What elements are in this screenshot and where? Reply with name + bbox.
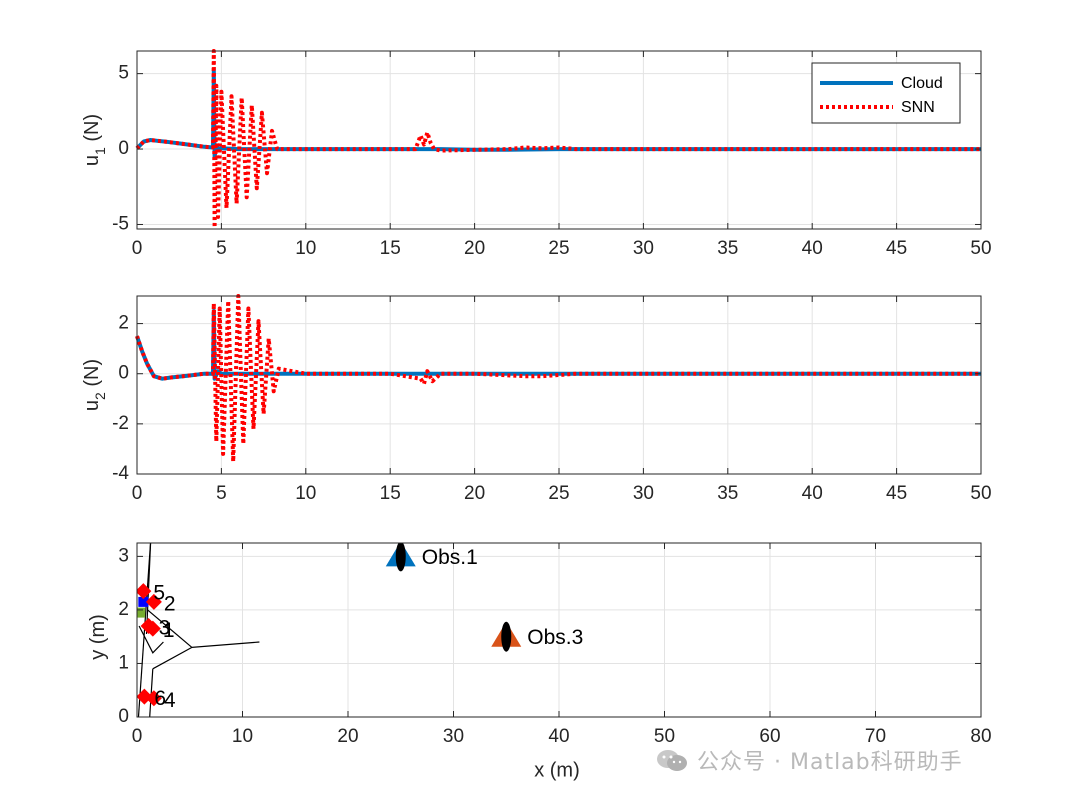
watermark-text: 公众号 · Matlab科研助手	[697, 750, 963, 775]
x-tick-label: 40	[548, 726, 569, 747]
y-tick-label: 3	[118, 545, 129, 566]
y-tick-label: 0	[118, 363, 129, 384]
x-tick-label: 20	[464, 238, 485, 259]
watermark: 公众号 · Matlab科研助手	[655, 744, 963, 776]
x-tick-label: 5	[216, 238, 227, 259]
formation-edge	[145, 543, 152, 635]
x-tick-label: 35	[717, 483, 738, 504]
agent-marker	[140, 617, 157, 634]
formation-edge	[137, 543, 152, 717]
formation-edge	[138, 625, 164, 654]
x-tick-label: 70	[865, 726, 886, 747]
x-tick-label: 30	[443, 726, 464, 747]
x-tick-label: 0	[132, 483, 143, 504]
y-axis-label-unit: (N)	[81, 114, 103, 147]
obstacle-marker	[501, 621, 512, 652]
y-tick-label: -4	[112, 463, 129, 484]
y-tick-label: -5	[112, 213, 129, 234]
agent-label: 5	[153, 582, 165, 605]
agent-marker	[137, 583, 152, 600]
y-axis-label-subscript: 2	[92, 392, 108, 400]
y-tick-label: 5	[118, 63, 129, 84]
formation-edge	[152, 646, 193, 670]
y-tick-label: 0	[118, 706, 129, 727]
x-tick-label: 0	[132, 726, 143, 747]
agent-marker	[145, 593, 162, 610]
y-tick-label: -2	[112, 413, 129, 434]
y-axis-label: y (m)	[87, 614, 109, 660]
y-axis-label-subscript: 1	[92, 147, 108, 155]
series-snn	[135, 49, 981, 230]
x-tick-label: 10	[295, 238, 316, 259]
y-axis-label: u1 (N)	[81, 114, 108, 166]
start-marker	[137, 607, 146, 618]
x-tick-label: 25	[548, 238, 569, 259]
y-axis-label: u2 (N)	[81, 359, 108, 411]
trajectory-area	[137, 543, 522, 717]
agent-label: 3	[159, 617, 171, 640]
x-tick-label: 45	[886, 238, 907, 259]
x-tick-label: 25	[548, 483, 569, 504]
y-tick-label: 2	[118, 313, 129, 334]
x-tick-label: 80	[970, 726, 991, 747]
obstacle-marker	[395, 543, 406, 572]
start-marker	[138, 596, 149, 607]
series-snn	[135, 294, 981, 464]
x-tick-label: 30	[633, 483, 654, 504]
x-tick-label: 50	[970, 483, 991, 504]
y-tick-label: 0	[118, 138, 129, 159]
x-axis-label: x (m)	[534, 759, 580, 781]
legend: Cloud SNN	[811, 62, 961, 124]
x-tick-label: 0	[132, 238, 143, 259]
y-tick-label: 1	[118, 652, 129, 673]
agent-marker	[137, 688, 153, 705]
x-tick-label: 15	[380, 483, 401, 504]
x-tick-label: 40	[802, 238, 823, 259]
x-tick-label: 60	[759, 726, 780, 747]
x-tick-label: 10	[295, 483, 316, 504]
x-tick-label: 20	[337, 726, 358, 747]
legend-label-cloud: Cloud	[901, 75, 943, 92]
x-tick-label: 45	[886, 483, 907, 504]
agent-label: 6	[154, 687, 166, 710]
x-tick-label: 50	[970, 238, 991, 259]
agent-label: 1	[163, 619, 175, 642]
y-axis-label-main: u	[81, 155, 103, 166]
obstacle-label: Obs.1	[422, 546, 478, 569]
x-tick-label: 30	[633, 238, 654, 259]
agent-label: 4	[164, 689, 176, 712]
legend-box	[811, 62, 961, 124]
x-tick-label: 10	[232, 726, 253, 747]
x-tick-label: 20	[464, 483, 485, 504]
x-tick-label: 40	[802, 483, 823, 504]
y-axis-label-main: u	[81, 400, 103, 411]
x-tick-label: 50	[654, 726, 675, 747]
legend-label-snn: SNN	[901, 99, 935, 116]
wechat-icon	[657, 750, 687, 771]
y-axis-label-unit: (N)	[81, 359, 103, 392]
x-tick-label: 5	[216, 483, 227, 504]
x-tick-label: 15	[380, 238, 401, 259]
obstacle-label: Obs.3	[527, 626, 583, 649]
y-tick-label: 2	[118, 599, 129, 620]
x-tick-label: 35	[717, 238, 738, 259]
agent-label: 2	[164, 592, 176, 615]
